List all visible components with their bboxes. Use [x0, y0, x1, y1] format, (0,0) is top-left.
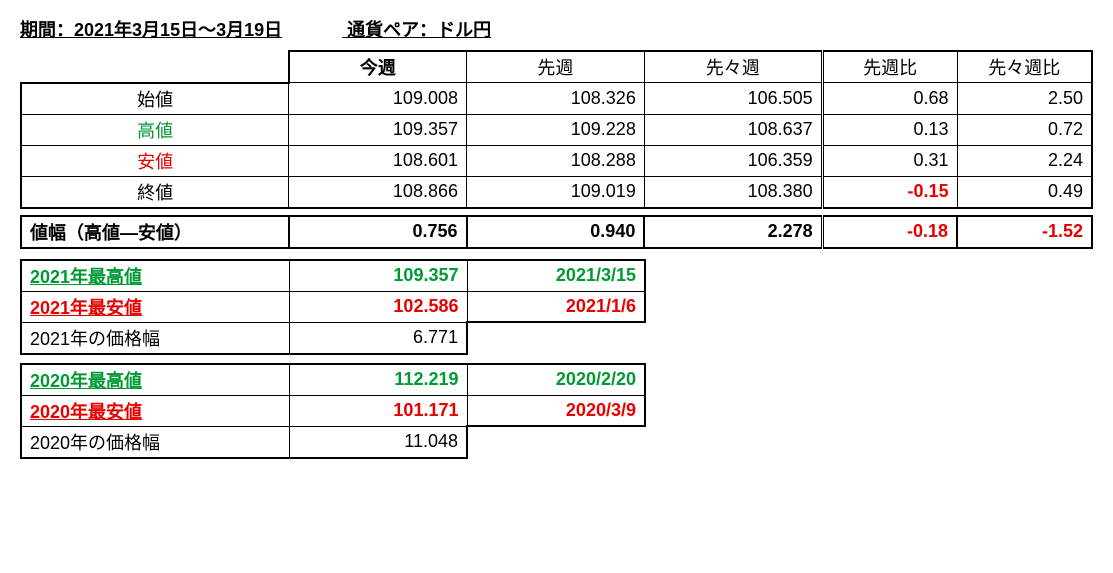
label-2021-high: 2021年最高値: [21, 260, 289, 292]
row-2021-high: 2021年最高値 109.357 2021/3/15: [21, 260, 645, 292]
row-2021-range: 2021年の価格幅 6.771: [21, 322, 645, 354]
col-two-weeks: 先々週: [644, 51, 822, 83]
val-2021-high: 109.357: [289, 260, 467, 292]
label-high: 高値: [21, 114, 289, 145]
open-this: 109.008: [289, 83, 467, 115]
year-2021-table: 2021年最高値 109.357 2021/3/15 2021年最安値 102.…: [20, 259, 646, 355]
col-vs-last: 先週比: [822, 51, 957, 83]
row-2020-high: 2020年最高値 112.219 2020/2/20: [21, 364, 645, 396]
high-two: 108.637: [644, 114, 822, 145]
low-d2: 2.24: [957, 145, 1092, 176]
label-range: 値幅（高値―安値）: [21, 216, 289, 248]
open-d1: 0.68: [822, 83, 957, 115]
val-2020-low: 101.171: [289, 395, 467, 426]
weekly-price-table: 今週 先週 先々週 先週比 先々週比 始値 109.008 108.326 10…: [20, 50, 1093, 209]
date-2020-low: 2020/3/9: [467, 395, 645, 426]
close-two: 108.380: [644, 176, 822, 208]
label-2021-low: 2021年最安値: [21, 291, 289, 322]
col-this-week: 今週: [289, 51, 467, 83]
blank-2020-range: [467, 426, 645, 458]
range-two: 2.278: [644, 216, 822, 248]
range-this: 0.756: [289, 216, 467, 248]
close-d1: -0.15: [822, 176, 957, 208]
blank-2021-range: [467, 322, 645, 354]
range-last: 0.940: [467, 216, 645, 248]
label-2020-high: 2020年最高値: [21, 364, 289, 396]
close-this: 108.866: [289, 176, 467, 208]
row-range: 値幅（高値―安値） 0.756 0.940 2.278 -0.18 -1.52: [21, 216, 1092, 248]
label-2020-range: 2020年の価格幅: [21, 426, 289, 458]
high-d1: 0.13: [822, 114, 957, 145]
val-2021-range: 6.771: [289, 322, 467, 354]
row-open: 始値 109.008 108.326 106.505 0.68 2.50: [21, 83, 1092, 115]
high-last: 109.228: [467, 114, 645, 145]
open-d2: 2.50: [957, 83, 1092, 115]
low-this: 108.601: [289, 145, 467, 176]
range-d1: -0.18: [822, 216, 957, 248]
label-close: 終値: [21, 176, 289, 208]
val-2020-high: 112.219: [289, 364, 467, 396]
pair-label: 通貨ペア：ドル円: [347, 20, 491, 40]
row-high: 高値 109.357 109.228 108.637 0.13 0.72: [21, 114, 1092, 145]
col-last-week: 先週: [467, 51, 645, 83]
label-2020-low: 2020年最安値: [21, 395, 289, 426]
close-d2: 0.49: [957, 176, 1092, 208]
range-d2: -1.52: [957, 216, 1092, 248]
row-2020-range: 2020年の価格幅 11.048: [21, 426, 645, 458]
label-2021-range: 2021年の価格幅: [21, 322, 289, 354]
low-last: 108.288: [467, 145, 645, 176]
date-2021-high: 2021/3/15: [467, 260, 645, 292]
open-last: 108.326: [467, 83, 645, 115]
blank-corner: [21, 51, 289, 83]
row-2021-low: 2021年最安値 102.586 2021/1/6: [21, 291, 645, 322]
label-open: 始値: [21, 83, 289, 115]
open-two: 106.505: [644, 83, 822, 115]
col-vs-two: 先々週比: [957, 51, 1092, 83]
row-close: 終値 108.866 109.019 108.380 -0.15 0.49: [21, 176, 1092, 208]
label-low: 安値: [21, 145, 289, 176]
range-table: 値幅（高値―安値） 0.756 0.940 2.278 -0.18 -1.52: [20, 215, 1093, 249]
period-label: 期間：2021年3月15日～3月19日: [20, 20, 282, 40]
date-2020-high: 2020/2/20: [467, 364, 645, 396]
row-low: 安値 108.601 108.288 106.359 0.31 2.24: [21, 145, 1092, 176]
header-line: 期間：2021年3月15日～3月19日 通貨ペア：ドル円: [20, 16, 1093, 42]
close-last: 109.019: [467, 176, 645, 208]
row-2020-low: 2020年最安値 101.171 2020/3/9: [21, 395, 645, 426]
low-two: 106.359: [644, 145, 822, 176]
high-d2: 0.72: [957, 114, 1092, 145]
year-2020-table: 2020年最高値 112.219 2020/2/20 2020年最安値 101.…: [20, 363, 646, 459]
low-d1: 0.31: [822, 145, 957, 176]
date-2021-low: 2021/1/6: [467, 291, 645, 322]
table-header-row: 今週 先週 先々週 先週比 先々週比: [21, 51, 1092, 83]
val-2020-range: 11.048: [289, 426, 467, 458]
val-2021-low: 102.586: [289, 291, 467, 322]
high-this: 109.357: [289, 114, 467, 145]
